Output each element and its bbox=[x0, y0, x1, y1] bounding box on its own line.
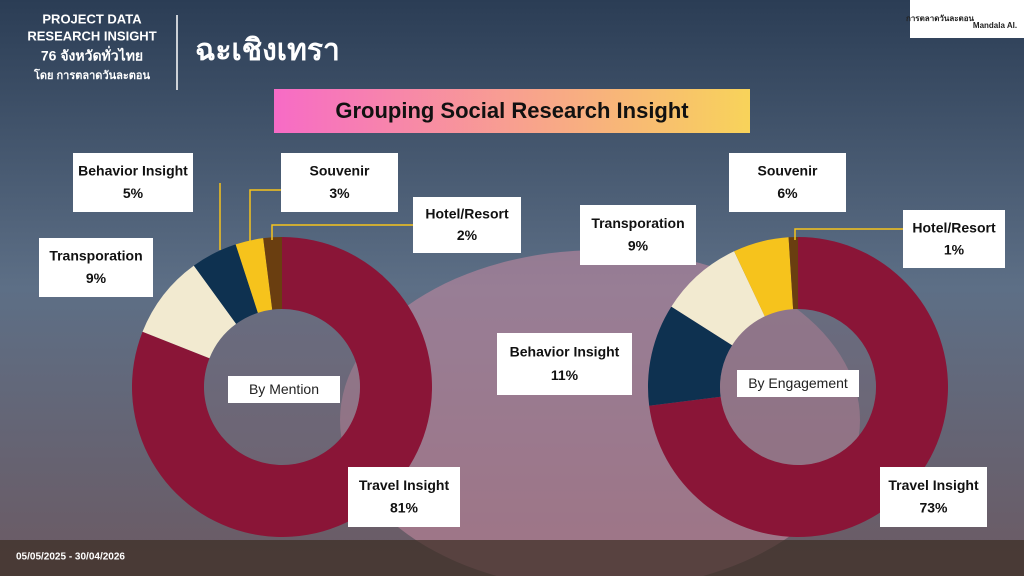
label-box bbox=[497, 333, 632, 395]
banner-title: Grouping Social Research Insight bbox=[335, 98, 689, 123]
value-label: 73% bbox=[919, 500, 948, 516]
category-label: Souvenir bbox=[758, 163, 818, 179]
partner-logo: Mandala AI. bbox=[973, 21, 1017, 30]
label-box bbox=[281, 153, 398, 212]
donut-segment bbox=[142, 265, 237, 359]
label-box bbox=[580, 205, 696, 265]
donut-segment bbox=[235, 238, 273, 313]
label-box bbox=[73, 153, 193, 212]
category-label: Behavior Insight bbox=[510, 344, 620, 360]
banner bbox=[274, 89, 750, 133]
category-label: Behavior Insight bbox=[78, 163, 188, 179]
value-label: 5% bbox=[123, 185, 144, 201]
date-range: 05/05/2025 - 30/04/2026 bbox=[16, 552, 125, 563]
header-by: โดย การตลาดวันละตอน bbox=[33, 68, 151, 82]
center-label: By Mention bbox=[249, 381, 319, 397]
value-label: 11% bbox=[551, 367, 579, 383]
logo: การตลาดวันละตอน bbox=[906, 14, 975, 23]
donut-segment bbox=[788, 237, 798, 310]
center-label-box bbox=[737, 370, 859, 397]
leader-line bbox=[271, 224, 413, 240]
donut-segment bbox=[263, 237, 282, 310]
category-label: Souvenir bbox=[310, 163, 370, 179]
category-label: Hotel/Resort bbox=[425, 206, 509, 222]
category-label: Travel Insight bbox=[888, 477, 979, 493]
header-research: RESEARCH INSIGHT bbox=[27, 28, 156, 43]
donut-segment bbox=[671, 251, 765, 346]
value-label: 81% bbox=[390, 500, 419, 516]
value-label: 9% bbox=[628, 238, 649, 254]
value-label: 9% bbox=[86, 270, 107, 286]
value-label: 3% bbox=[329, 185, 350, 201]
center-label: By Engagement bbox=[748, 375, 848, 391]
value-label: 1% bbox=[944, 241, 965, 257]
donut-segment bbox=[132, 237, 432, 537]
donut-segment bbox=[734, 237, 794, 317]
donut-segment bbox=[649, 237, 948, 537]
label-box bbox=[348, 467, 460, 527]
label-box bbox=[729, 153, 846, 212]
label-box bbox=[413, 197, 521, 253]
category-label: Transporation bbox=[49, 248, 142, 264]
donut-segment bbox=[193, 244, 258, 324]
category-label: Hotel/Resort bbox=[912, 219, 996, 235]
donut-segment bbox=[648, 306, 733, 406]
category-label: Travel Insight bbox=[359, 477, 450, 493]
leader-line bbox=[249, 189, 281, 242]
label-box bbox=[880, 467, 987, 527]
header-project: PROJECT DATA bbox=[42, 11, 142, 26]
leader-line bbox=[794, 228, 903, 240]
value-label: 6% bbox=[777, 185, 798, 201]
province: ฉะเชิงเทรา bbox=[195, 34, 340, 67]
logo-box bbox=[910, 0, 1024, 38]
category-label: Transporation bbox=[591, 215, 684, 231]
label-box bbox=[39, 238, 153, 297]
center-label-box bbox=[228, 376, 340, 403]
value-label: 2% bbox=[457, 227, 478, 243]
header-provinces: 76 จังหวัดทั่วไทย bbox=[41, 46, 143, 64]
ground bbox=[0, 540, 1024, 576]
label-box bbox=[903, 210, 1005, 268]
